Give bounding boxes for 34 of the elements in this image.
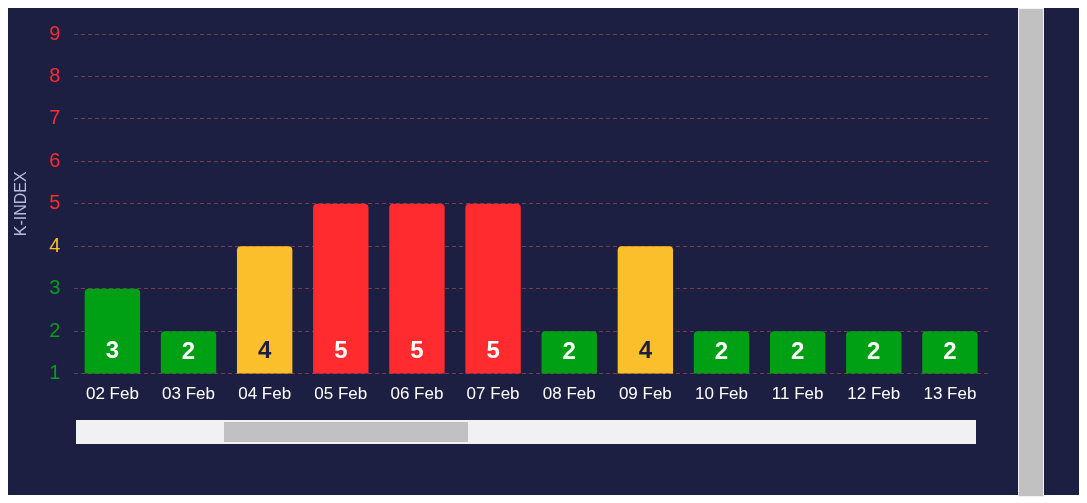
y-tick-label: 4 [49,233,61,256]
x-tick-label: 08 Feb [542,384,596,404]
x-tick-label: 10 Feb [695,384,748,404]
x-tick-label: 05 Feb [314,384,368,404]
x-tick-label: 03 Feb [162,384,215,404]
data-label: 5 [410,336,424,364]
x-tick-label: 13 Feb [923,384,977,404]
y-tick-label: 5 [49,191,61,214]
data-label: 2 [181,337,196,364]
x-tick-label: 02 Feb [85,384,139,404]
y-tick-label: 8 [49,63,61,86]
data-label: 2 [714,337,729,364]
x-tick-label: 09 Feb [618,384,672,404]
x-tick-label: 06 Feb [390,384,444,404]
data-label: 2 [867,337,881,364]
x-tick-label: 11 Feb [771,384,824,404]
y-tick-label: 9 [49,21,61,44]
y-tick-label: 7 [49,106,61,129]
data-label: 4 [638,336,653,364]
x-tick-label: 04 Feb [238,384,292,404]
data-label: 5 [486,336,500,364]
data-label: 5 [334,336,348,364]
x-tick-label: 07 Feb [466,384,520,404]
data-label: 2 [943,337,957,364]
x-tick-label: 12 Feb [847,384,901,404]
y-tick-label: 1 [49,361,61,384]
data-label: 3 [105,336,120,364]
y-tick-label: 2 [49,318,61,341]
y-axis-title: K-INDEX [12,171,30,237]
data-label: 2 [562,337,576,364]
y-tick-label: 6 [49,148,61,171]
data-label: 2 [790,337,805,364]
data-label: 4 [257,336,272,364]
y-tick-label: 3 [49,276,61,299]
